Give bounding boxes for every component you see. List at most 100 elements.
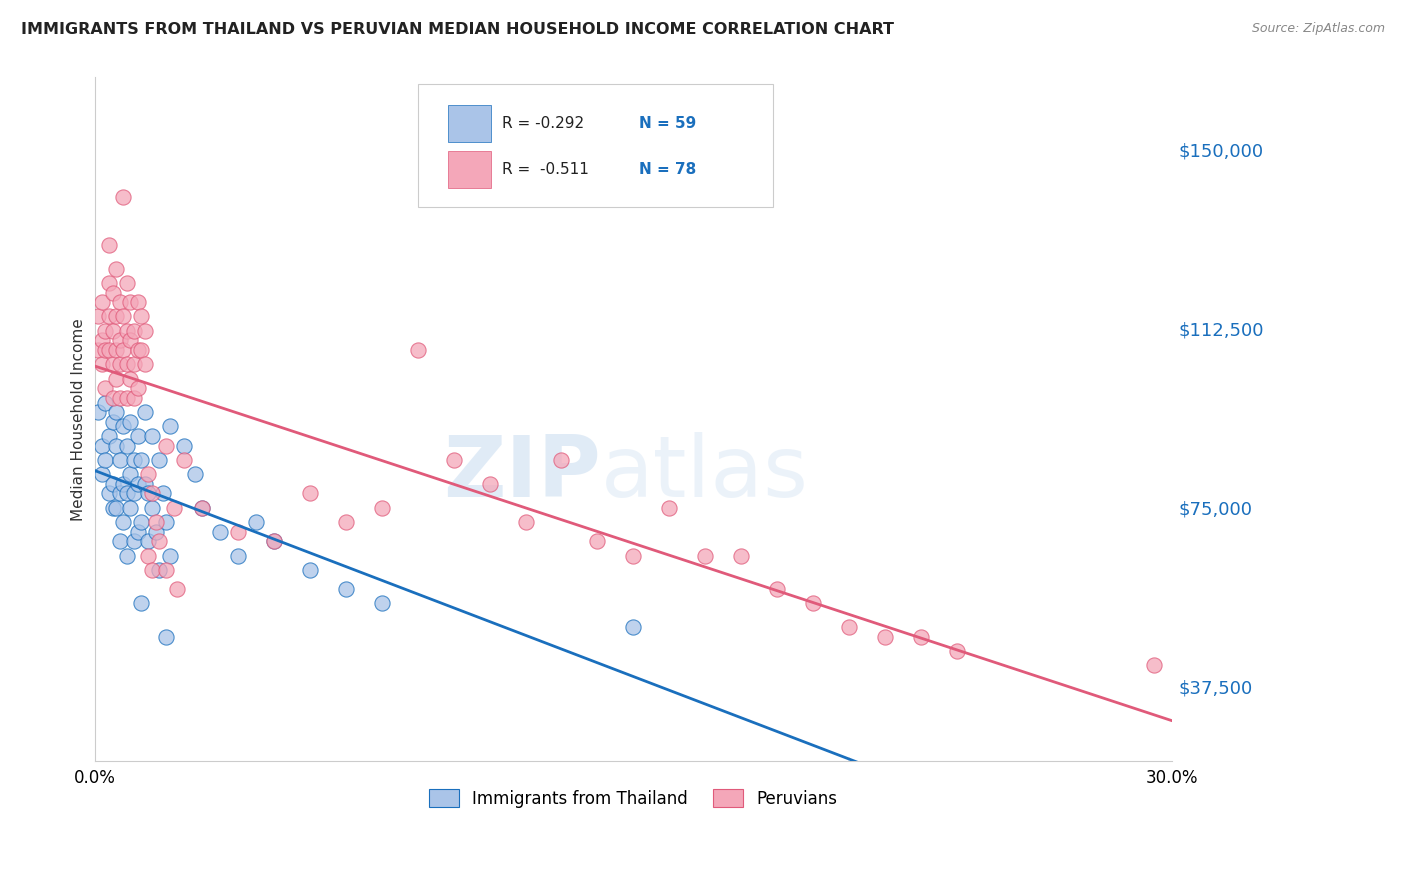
Point bbox=[141, 563, 163, 577]
Point bbox=[1143, 658, 1166, 673]
Point bbox=[138, 534, 160, 549]
Point bbox=[335, 515, 357, 529]
Point bbox=[105, 438, 128, 452]
Point bbox=[658, 500, 681, 515]
Point bbox=[134, 476, 156, 491]
Point bbox=[120, 415, 142, 429]
Point bbox=[127, 429, 149, 443]
Point bbox=[152, 486, 174, 500]
Point bbox=[97, 310, 120, 324]
Legend: Immigrants from Thailand, Peruvians: Immigrants from Thailand, Peruvians bbox=[422, 783, 844, 814]
Point bbox=[371, 500, 394, 515]
Text: atlas: atlas bbox=[600, 433, 808, 516]
Point bbox=[129, 343, 152, 357]
Point bbox=[101, 415, 124, 429]
Point bbox=[134, 324, 156, 338]
Point bbox=[695, 549, 717, 563]
Point bbox=[245, 515, 267, 529]
Point bbox=[115, 324, 138, 338]
Point bbox=[173, 453, 195, 467]
Point bbox=[87, 310, 110, 324]
Point bbox=[122, 324, 145, 338]
Point bbox=[90, 295, 112, 310]
Point bbox=[101, 324, 124, 338]
Point bbox=[108, 391, 131, 405]
Point bbox=[129, 453, 152, 467]
Point bbox=[97, 486, 120, 500]
Point bbox=[129, 515, 152, 529]
Point bbox=[145, 524, 167, 539]
Point bbox=[108, 453, 131, 467]
Point bbox=[101, 500, 124, 515]
Point bbox=[730, 549, 752, 563]
Point bbox=[97, 237, 120, 252]
Point bbox=[122, 391, 145, 405]
Point bbox=[115, 391, 138, 405]
Point bbox=[478, 476, 501, 491]
Point bbox=[134, 357, 156, 371]
Point bbox=[90, 438, 112, 452]
Point bbox=[166, 582, 188, 596]
Point bbox=[127, 524, 149, 539]
Point bbox=[141, 500, 163, 515]
Point bbox=[148, 563, 170, 577]
Point bbox=[129, 596, 152, 610]
Point bbox=[112, 190, 135, 204]
Point bbox=[90, 467, 112, 482]
Point bbox=[115, 486, 138, 500]
Point bbox=[120, 295, 142, 310]
Point bbox=[97, 276, 120, 290]
Text: N = 78: N = 78 bbox=[638, 162, 696, 178]
Point bbox=[406, 343, 429, 357]
Point bbox=[134, 405, 156, 419]
Text: Source: ZipAtlas.com: Source: ZipAtlas.com bbox=[1251, 22, 1385, 36]
Point bbox=[129, 310, 152, 324]
Point bbox=[184, 467, 207, 482]
Point bbox=[90, 334, 112, 348]
Text: ZIP: ZIP bbox=[443, 433, 600, 516]
Point bbox=[127, 343, 149, 357]
Point bbox=[105, 310, 128, 324]
Point bbox=[112, 515, 135, 529]
Point bbox=[115, 438, 138, 452]
Point bbox=[209, 524, 232, 539]
Text: IMMIGRANTS FROM THAILAND VS PERUVIAN MEDIAN HOUSEHOLD INCOME CORRELATION CHART: IMMIGRANTS FROM THAILAND VS PERUVIAN MED… bbox=[21, 22, 894, 37]
Point bbox=[586, 534, 609, 549]
Point bbox=[155, 515, 177, 529]
Point bbox=[115, 549, 138, 563]
Point bbox=[122, 357, 145, 371]
Point bbox=[108, 334, 131, 348]
Point bbox=[108, 295, 131, 310]
Point bbox=[550, 453, 572, 467]
Point bbox=[120, 467, 142, 482]
Point bbox=[97, 343, 120, 357]
Point bbox=[87, 343, 110, 357]
Point bbox=[141, 486, 163, 500]
Point bbox=[226, 524, 249, 539]
Point bbox=[105, 405, 128, 419]
Point bbox=[108, 486, 131, 500]
Point bbox=[945, 644, 967, 658]
Point bbox=[105, 500, 128, 515]
Point bbox=[335, 582, 357, 596]
Point bbox=[97, 429, 120, 443]
Point bbox=[101, 285, 124, 300]
Point bbox=[112, 343, 135, 357]
Point bbox=[122, 534, 145, 549]
Point bbox=[173, 438, 195, 452]
Point bbox=[108, 534, 131, 549]
Point bbox=[766, 582, 789, 596]
Point bbox=[371, 596, 394, 610]
Point bbox=[112, 476, 135, 491]
Point bbox=[263, 534, 285, 549]
Point bbox=[138, 467, 160, 482]
Point bbox=[515, 515, 537, 529]
Point bbox=[101, 357, 124, 371]
Point bbox=[101, 391, 124, 405]
Point bbox=[108, 357, 131, 371]
Point bbox=[112, 419, 135, 434]
Point bbox=[94, 453, 117, 467]
Point bbox=[105, 343, 128, 357]
FancyBboxPatch shape bbox=[449, 151, 491, 188]
Point bbox=[299, 486, 322, 500]
